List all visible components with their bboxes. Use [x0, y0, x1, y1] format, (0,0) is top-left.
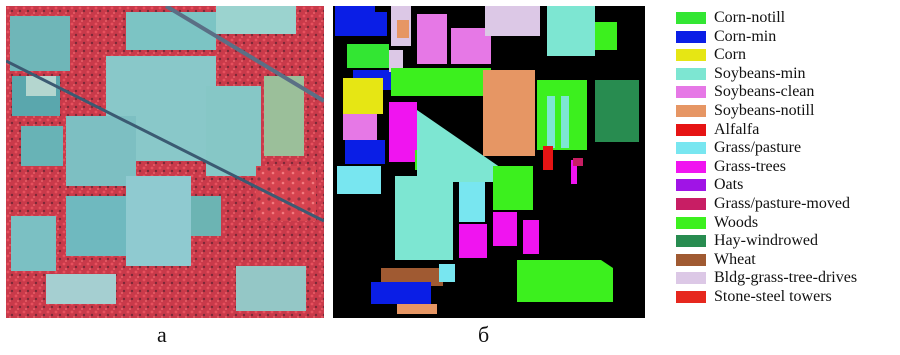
legend-swatch: [676, 30, 706, 43]
legend-item: Grass/pasture-moved: [676, 194, 896, 213]
legend-item: Soybeans-clean: [676, 82, 896, 101]
legend-label: Soybeans-min: [714, 64, 806, 82]
satellite-image: [6, 6, 324, 318]
ground-truth-map: [333, 6, 645, 318]
legend-item: Bldg-grass-tree-drives: [676, 268, 896, 287]
legend-swatch: [676, 12, 706, 24]
legend-swatch: [676, 216, 706, 229]
legend-label: Soybeans-clean: [714, 83, 815, 101]
legend-swatch: [676, 160, 706, 173]
legend-swatch: [676, 253, 706, 266]
legend-swatch: [676, 272, 706, 285]
legend-item: Grass/pasture: [676, 138, 896, 157]
legend: Corn-notill Corn-min Corn Soybeans-min Soybe…: [676, 8, 896, 306]
caption-b: б: [478, 322, 490, 347]
legend-item: Grass-trees: [676, 157, 896, 176]
legend-label: Grass/pasture-moved: [714, 194, 850, 212]
legend-item: Corn-min: [676, 27, 896, 46]
legend-swatch: [676, 104, 706, 117]
legend-label: Grass-trees: [714, 157, 786, 175]
legend-item: Stone-steel towers: [676, 287, 896, 306]
legend-item: Wheat: [676, 250, 896, 269]
legend-label: Stone-steel towers: [714, 287, 832, 305]
legend-swatch: [676, 179, 706, 192]
legend-label: Soybeans-notill: [714, 101, 815, 119]
legend-swatch: [676, 197, 706, 210]
legend-item: Hay-windrowed: [676, 231, 896, 250]
legend-label: Alfalfa: [714, 120, 760, 138]
legend-item: Corn: [676, 45, 896, 64]
legend-label: Corn-min: [714, 27, 777, 45]
legend-item: Soybeans-min: [676, 64, 896, 83]
legend-label: Woods: [714, 213, 759, 231]
legend-label: Corn: [714, 46, 746, 64]
caption-a: а: [157, 322, 167, 347]
legend-swatch: [676, 49, 706, 62]
legend-label: Grass/pasture: [714, 139, 802, 157]
legend-item: Soybeans-notill: [676, 101, 896, 120]
legend-item: Oats: [676, 175, 896, 194]
legend-label: Hay-windrowed: [714, 232, 818, 250]
legend-item: Alfalfa: [676, 120, 896, 139]
legend-item: Corn-notill: [676, 8, 896, 27]
legend-label: Oats: [714, 176, 744, 194]
legend-swatch: [676, 86, 706, 99]
legend-item: Woods: [676, 213, 896, 232]
legend-label: Wheat: [714, 250, 756, 268]
legend-swatch: [676, 67, 706, 80]
legend-label: Bldg-grass-tree-drives: [714, 269, 858, 287]
legend-swatch: [676, 123, 706, 136]
legend-label: Corn-notill: [714, 9, 786, 26]
legend-swatch: [676, 290, 706, 303]
legend-swatch: [676, 142, 706, 155]
legend-swatch: [676, 235, 706, 248]
